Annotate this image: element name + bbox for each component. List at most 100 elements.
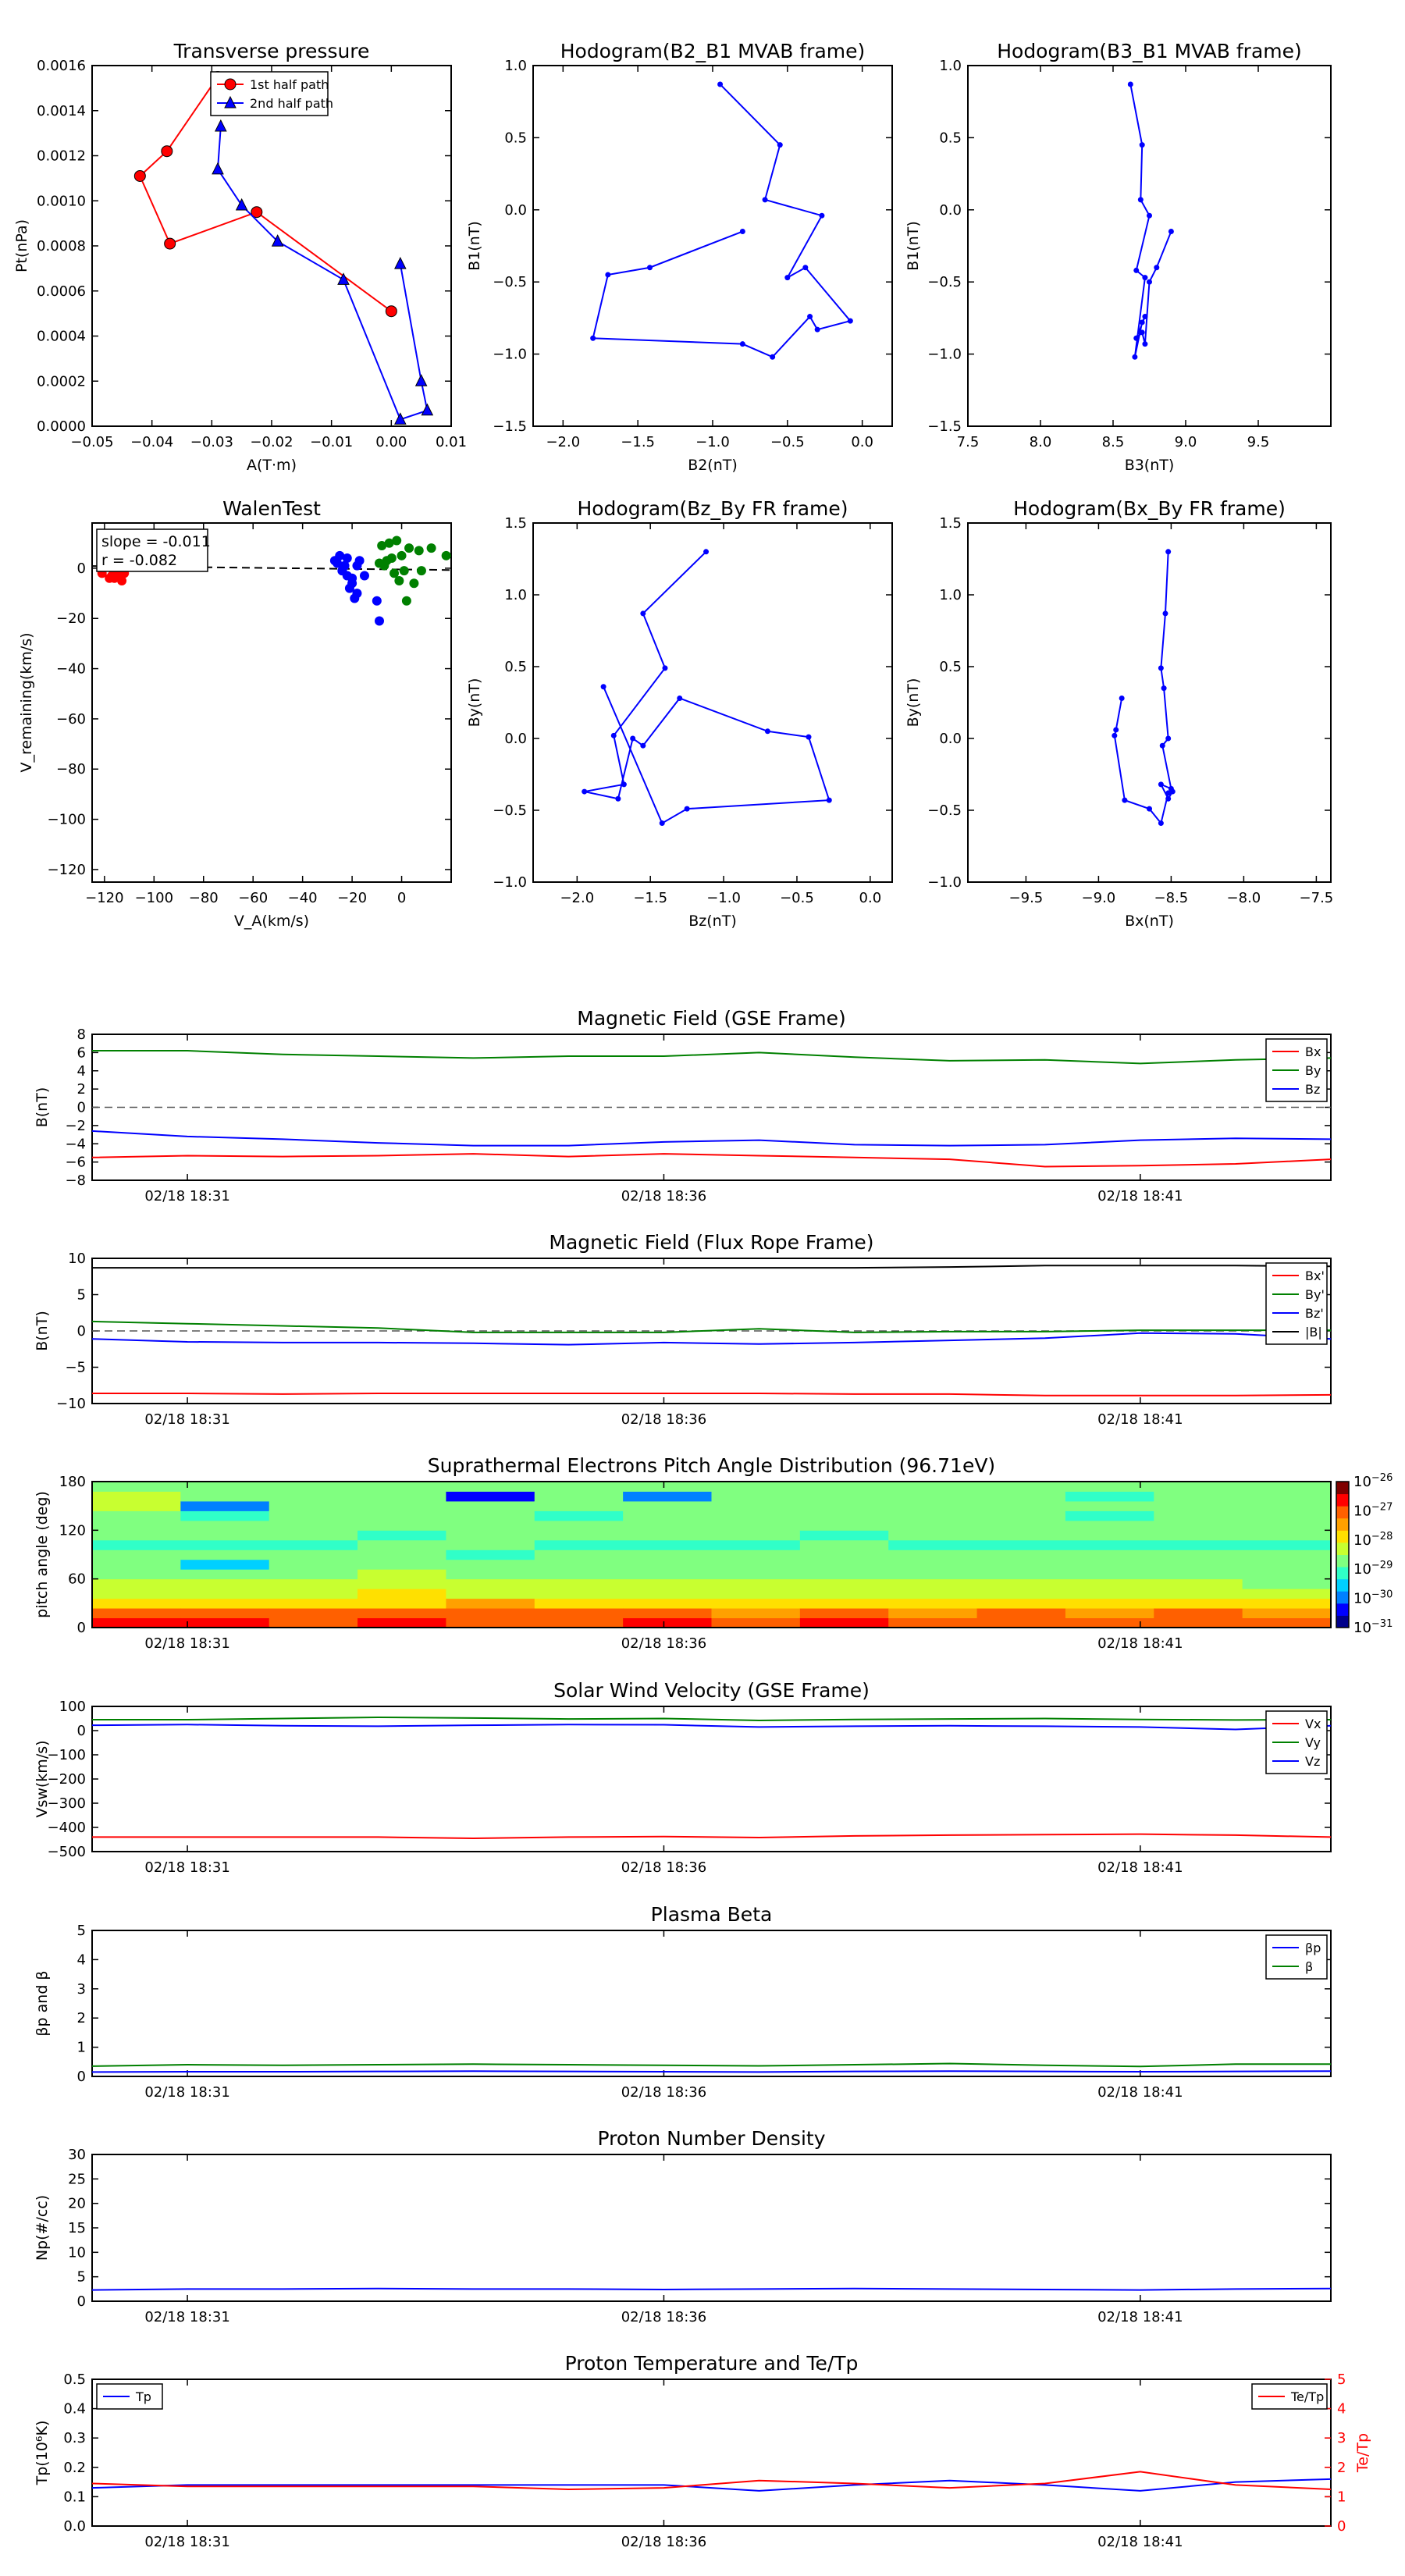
data-point bbox=[1147, 279, 1152, 285]
heatmap-cell bbox=[1065, 1500, 1154, 1511]
y-right-tick-label: 4 bbox=[1337, 2401, 1346, 2418]
legend-label: Bz bbox=[1305, 1082, 1320, 1097]
heatmap-cell bbox=[799, 1530, 889, 1541]
data-point bbox=[1133, 267, 1140, 273]
data-point bbox=[762, 197, 768, 203]
x-axis-label: B2(nT) bbox=[688, 457, 738, 474]
data-point bbox=[640, 610, 646, 617]
y-axis-label: Tp(10⁶K) bbox=[34, 2421, 51, 2486]
heatmap-cell bbox=[799, 1608, 889, 1619]
data-point bbox=[802, 265, 809, 271]
data-point bbox=[337, 272, 350, 285]
data-point bbox=[807, 314, 813, 320]
heatmap-cell bbox=[799, 1500, 889, 1511]
chart-walen: WalenTest −120 −100 −80 −60 −40 −20 0 −120 −100 −8… bbox=[18, 497, 452, 930]
heatmap-cell bbox=[711, 1569, 801, 1580]
heatmap-cell bbox=[1065, 1578, 1154, 1589]
series-line bbox=[584, 551, 831, 824]
y-tick-label: 3 bbox=[77, 1981, 86, 1998]
heatmap-cell bbox=[976, 1491, 1066, 1502]
heatmap-cell bbox=[534, 1589, 624, 1599]
heatmap-cell bbox=[888, 1608, 978, 1619]
heatmap-cell bbox=[357, 1578, 446, 1589]
heatmap-cell bbox=[623, 1520, 712, 1531]
heatmap-cell bbox=[799, 1510, 889, 1521]
x-axis-label: B3(nT) bbox=[1125, 457, 1175, 474]
heatmap-cell bbox=[357, 1530, 446, 1541]
x-tick-label: −0.01 bbox=[310, 434, 353, 450]
heatmap-cell bbox=[269, 1608, 358, 1619]
x-tick-label: −7.5 bbox=[1300, 890, 1334, 906]
y-tick-label: 1.0 bbox=[939, 587, 962, 603]
y-tick-label: 1.0 bbox=[504, 58, 527, 74]
heatmap-cell bbox=[534, 1530, 624, 1541]
x-tick-label: −20 bbox=[337, 890, 367, 906]
heatmap-cell bbox=[623, 1550, 712, 1560]
heatmap-cell bbox=[534, 1608, 624, 1619]
heatmap-cell bbox=[1065, 1550, 1154, 1560]
y-tick-label: 0.0 bbox=[504, 731, 527, 747]
scatter-point bbox=[337, 566, 347, 576]
heatmap-cell bbox=[1065, 1589, 1154, 1599]
y-tick-label: 2 bbox=[77, 1081, 86, 1098]
colorbar-cell bbox=[1336, 1493, 1349, 1507]
annotation-box bbox=[96, 528, 208, 572]
heatmap-cell bbox=[976, 1559, 1066, 1570]
heatmap-cell bbox=[623, 1608, 712, 1619]
heatmap-cell bbox=[357, 1569, 446, 1580]
chart-title: Hodogram(B3_B1 MVAB frame) bbox=[997, 40, 1302, 62]
heatmap-cell bbox=[1242, 1530, 1332, 1541]
heatmap-cell bbox=[92, 1530, 181, 1541]
series-line bbox=[216, 126, 429, 421]
scatter-point bbox=[389, 568, 400, 578]
heatmap-cell bbox=[976, 1530, 1066, 1541]
heatmap-cell bbox=[799, 1520, 889, 1531]
heatmap-cell bbox=[888, 1520, 978, 1531]
x-tick-label: −8.5 bbox=[1154, 890, 1189, 906]
heatmap-cell bbox=[92, 1578, 181, 1589]
chart-hodo4: Hodogram(Bx_By FR frame) −9.5 −9.0 −8.5 −8.0… bbox=[905, 497, 1333, 930]
colorbar-cell bbox=[1336, 1554, 1349, 1567]
heatmap-cell bbox=[269, 1578, 358, 1589]
heatmap-cell bbox=[1065, 1491, 1154, 1502]
x-tick-label: 02/18 18:36 bbox=[621, 1411, 706, 1428]
data-point bbox=[677, 695, 683, 701]
data-point bbox=[610, 732, 617, 738]
heatmap-cell bbox=[1065, 1530, 1154, 1541]
legend-label: 1st half path bbox=[250, 77, 329, 92]
heatmap-cell bbox=[446, 1617, 535, 1628]
heatmap-cell bbox=[711, 1578, 801, 1589]
data-point bbox=[1165, 795, 1172, 802]
heatmap-cell bbox=[1242, 1539, 1332, 1550]
chart-tp: Proton Temperature and Te/Tp Tp(10⁶K) 02/1… bbox=[34, 2352, 1371, 2550]
legend-label: Vz bbox=[1305, 1754, 1320, 1769]
scatter-point bbox=[416, 566, 426, 576]
y-tick-label: −100 bbox=[48, 812, 86, 828]
heatmap-cell bbox=[1154, 1500, 1243, 1511]
legend-label: β bbox=[1305, 1959, 1313, 1974]
legend-label: βp bbox=[1305, 1941, 1321, 1955]
heatmap-cell bbox=[888, 1559, 978, 1570]
heatmap-cell bbox=[976, 1578, 1066, 1589]
data-point bbox=[1113, 727, 1119, 733]
y-tick-label: 0.0012 bbox=[37, 148, 86, 165]
data-point bbox=[777, 142, 783, 148]
heatmap-cell bbox=[357, 1539, 446, 1550]
x-tick-label: −0.5 bbox=[780, 890, 814, 906]
heatmap-cell bbox=[446, 1550, 535, 1560]
y-tick-label: 0.0 bbox=[939, 202, 962, 219]
y-tick-label: −10 bbox=[56, 1396, 86, 1412]
y-tick-label: 0.5 bbox=[939, 659, 962, 675]
heatmap-cell bbox=[711, 1491, 801, 1502]
heatmap-cell bbox=[888, 1491, 978, 1502]
colorbar-cell bbox=[1336, 1542, 1349, 1555]
heatmap-cell bbox=[1065, 1608, 1154, 1619]
y-axis-label: Pt(nPa) bbox=[13, 219, 30, 272]
chart-hodo3: Hodogram(Bz_By FR frame) −2.0 −1.5 −1.0 −0.5… bbox=[466, 497, 893, 930]
x-tick-label: 02/18 18:31 bbox=[144, 1635, 229, 1652]
chart-title: WalenTest bbox=[222, 497, 321, 520]
y-tick-label: −40 bbox=[56, 661, 86, 678]
heatmap-cell bbox=[534, 1539, 624, 1550]
heatmap-cell bbox=[799, 1589, 889, 1599]
